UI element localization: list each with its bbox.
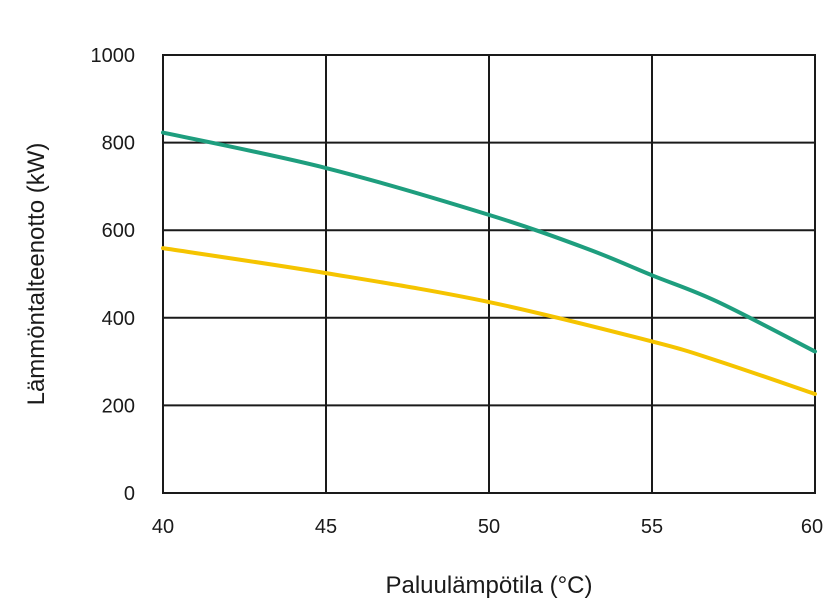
y-tick-label: 1000 (91, 45, 136, 67)
y-tick-label: 600 (102, 220, 135, 242)
x-tick-label: 40 (152, 516, 174, 538)
x-tick-label: 50 (478, 516, 500, 538)
x-tick-label: 45 (315, 516, 337, 538)
y-tick-label: 400 (102, 308, 135, 330)
y-axis-ticks: 0 200 400 600 800 1000 (91, 45, 136, 505)
x-axis-label: Paluulämpötila (°C) (385, 572, 592, 599)
y-tick-label: 200 (102, 395, 135, 417)
x-tick-label: 55 (641, 516, 663, 538)
grid (162, 54, 816, 494)
plot-frame (162, 54, 816, 494)
series-line-1 (161, 246, 817, 397)
series-layer (161, 130, 817, 397)
x-tick-label: 60 (801, 516, 823, 538)
y-tick-label: 0 (124, 483, 135, 505)
series-line-0 (161, 130, 817, 354)
y-axis-label: Lämmöntalteenotto (kW) (23, 143, 50, 406)
x-axis-ticks: 40 45 50 55 60 (152, 516, 823, 538)
y-tick-label: 800 (102, 133, 135, 155)
